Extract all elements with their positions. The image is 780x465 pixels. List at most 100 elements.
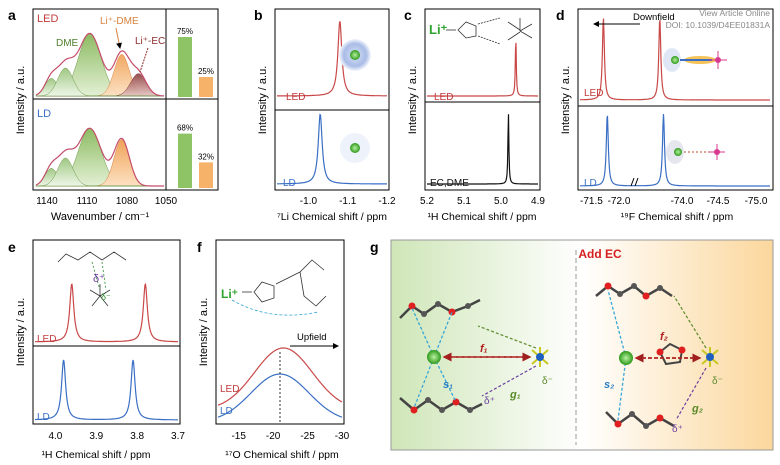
d-tick-4: -75.0 xyxy=(745,196,768,207)
panel-b-frame xyxy=(274,8,390,191)
g-g2-label: g₂ xyxy=(691,403,703,415)
a-led-label: LED xyxy=(37,13,58,25)
g-left-delta-minus: δ⁻ xyxy=(542,376,553,387)
c-tick-3: 4.9 xyxy=(531,196,545,207)
g-left-delta-plus: δ⁺ xyxy=(484,396,495,407)
b-ld-label: LD xyxy=(283,178,296,189)
g-left-pf6 xyxy=(531,347,549,367)
a-bottom-envelope xyxy=(35,127,164,187)
f-tick-2: -25 xyxy=(300,431,315,442)
g-right-delta-link xyxy=(675,367,707,421)
panel-c-frame xyxy=(424,8,541,191)
panel-c-letter: c xyxy=(404,7,412,23)
d-cluster-ld xyxy=(666,140,725,164)
e-ylabel: Intensity / a.u. xyxy=(15,298,27,366)
a-tick-1110: 1110 xyxy=(77,196,98,207)
f-li-label: Li⁺ xyxy=(221,287,238,301)
a-top-shoulder-2 xyxy=(36,67,164,97)
b-li-ion-ld xyxy=(350,143,360,153)
d-axis-break xyxy=(630,177,639,187)
g-left-g1-arrow xyxy=(477,325,537,349)
a-bar-top-dme-value: 75% xyxy=(177,27,193,36)
watermark-line1: View Article Online xyxy=(699,8,770,18)
g-right-dme-bottom-atoms xyxy=(614,411,664,429)
g-right-coordination xyxy=(607,289,627,421)
a-tick-1080: 1080 xyxy=(116,196,139,207)
c-tick-0: 5.2 xyxy=(420,196,434,207)
f-tick-1: -20 xyxy=(266,431,281,442)
c-led-spectrum xyxy=(427,42,538,97)
b-ld-spectrum xyxy=(277,113,387,185)
g-right-delta-minus: δ⁻ xyxy=(712,376,723,387)
d-tick-0: -71.5 xyxy=(580,196,603,207)
panel-e: e δ⁺ δ⁻ LED LD 4.0 3.9 3.8 3.7 ¹H Chemic… xyxy=(8,239,185,461)
d-downfield-label: Downfield xyxy=(633,12,675,23)
b-tick-0: -1.0 xyxy=(300,196,318,207)
e-ld-label: LD xyxy=(37,412,50,423)
g-right-li-ion xyxy=(619,351,633,365)
g-right-delta-plus: δ⁺ xyxy=(672,424,683,435)
g-add-ec-title: Add EC xyxy=(578,247,622,261)
c-xlabel: ¹H Chemical shift / ppm xyxy=(427,211,536,223)
d-led-label: LED xyxy=(584,88,603,99)
a-bar-bottom-dme-value: 68% xyxy=(177,124,193,133)
panel-f-letter: f xyxy=(197,239,202,255)
e-tick-1: 3.9 xyxy=(89,431,103,442)
g-f2-label: f₂ xyxy=(660,331,668,343)
panel-g: g Add EC f₁ xyxy=(370,239,774,451)
g-right-background xyxy=(582,240,773,450)
e-tick-0: 4.0 xyxy=(48,431,62,442)
d-ld-spectrum xyxy=(580,113,770,187)
a-top-envelope xyxy=(35,32,164,97)
g-left-delta-link xyxy=(481,365,537,397)
e-led-label: LED xyxy=(37,334,56,345)
d-cluster-led xyxy=(663,48,727,72)
f-led-spectrum xyxy=(217,347,343,406)
e-delta-minus: δ⁻ xyxy=(101,292,111,302)
a-bar-top-dme xyxy=(178,37,192,97)
g-f1-label: f₁ xyxy=(480,343,488,355)
a-bar-top-li-dme xyxy=(199,77,213,97)
g-left-dme-top-atoms xyxy=(408,301,471,317)
a-ylabel: Intensity / a.u. xyxy=(15,66,27,134)
panel-d-letter: d xyxy=(556,7,565,23)
a-tick-1050: 1050 xyxy=(155,196,178,207)
e-ld-spectrum xyxy=(35,359,178,421)
c-ylabel: Intensity / a.u. xyxy=(407,66,419,134)
panel-b-letter: b xyxy=(254,7,263,23)
g-left-coordination xyxy=(411,307,457,409)
f-xlabel: ¹⁷O Chemical shift / ppm xyxy=(225,449,339,461)
panel-c: c Li⁺ LED EC,DME 5.2 5.1 5.0 4.9 ¹H Chem… xyxy=(404,7,545,223)
panel-g-letter: g xyxy=(370,239,379,255)
a-bar-bottom-dme xyxy=(178,133,192,188)
d-tick-1: -72.0 xyxy=(608,196,631,207)
panel-a-letter: a xyxy=(8,7,16,23)
a-bottom-shoulder-2 xyxy=(36,157,164,187)
b-ylabel: Intensity / a.u. xyxy=(257,66,269,134)
c-ec-dme-label: EC,DME xyxy=(430,178,469,189)
g-s1-label: s₁ xyxy=(443,379,453,391)
d-led-spectrum xyxy=(580,18,770,101)
e-dme-pf6-structure xyxy=(57,251,127,307)
panel-f-frame xyxy=(215,239,345,425)
f-tick-0: -15 xyxy=(231,431,246,442)
b-led-spectrum xyxy=(277,21,387,97)
c-li-label: Li⁺ xyxy=(429,22,448,37)
a-ld-label: LD xyxy=(37,108,51,120)
d-ylabel: Intensity / a.u. xyxy=(560,66,572,134)
c-ec-pf6-structure xyxy=(446,17,533,45)
e-tick-3: 3.7 xyxy=(171,431,185,442)
a-li-ec-arrow xyxy=(139,47,149,73)
panel-e-frame xyxy=(32,239,181,425)
f-ld-label: LD xyxy=(220,406,233,417)
d-ld-label: LD xyxy=(584,178,597,189)
c-tick-1: 5.1 xyxy=(457,196,471,207)
e-tick-2: 3.8 xyxy=(130,431,144,442)
panel-b: b LED LD -1.0 -1.1 -1.2 ⁷Li Chemical shi… xyxy=(254,7,396,223)
panel-d: d Downfield LED LD -71.5 -72.0 -74.0 -74… xyxy=(556,7,774,223)
b-tick-2: -1.2 xyxy=(378,196,396,207)
e-xlabel: ¹H Chemical shift / ppm xyxy=(41,449,150,461)
a-bar-bottom-li-dme xyxy=(199,162,213,188)
b-li-ion-led xyxy=(350,50,360,60)
